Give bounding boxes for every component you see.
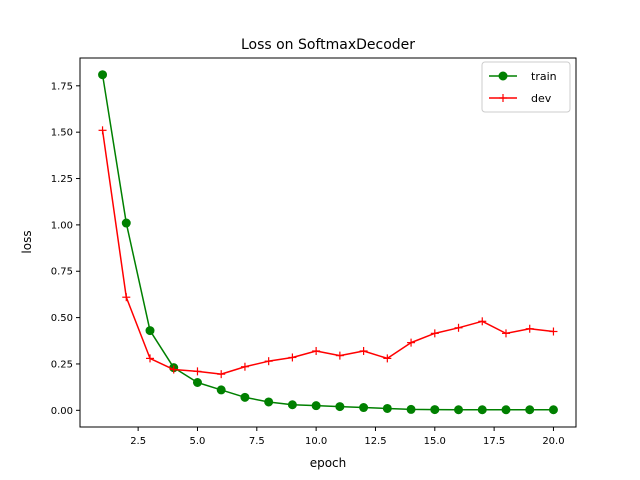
x-tick-label: 12.5 [364,436,386,447]
data-point-dev [430,329,439,338]
data-point-train [406,404,416,414]
data-point-dev [501,329,510,338]
y-tick-label: 0.75 [51,267,73,278]
data-point-dev [549,327,558,336]
legend-label-train: train [531,70,557,83]
data-point-train [287,400,297,410]
x-tick-label: 15.0 [424,436,446,447]
data-point-dev [312,346,321,355]
data-point-train [477,405,487,415]
legend-marker-dev [499,94,507,102]
legend-box [481,61,571,113]
legend-label-dev: dev [531,92,552,105]
data-point-dev [169,365,178,374]
data-point-dev [407,338,416,347]
data-point-dev [98,126,107,135]
data-point-train [98,70,108,80]
axes-frame [79,57,577,428]
data-point-dev [217,370,226,379]
plot-area [98,70,558,415]
x-tick-label: 5.0 [190,436,206,447]
legend-marker-train [498,71,508,81]
data-point-train [525,405,535,415]
data-point-dev [146,354,155,363]
data-point-dev [335,351,344,360]
data-point-dev [240,362,249,371]
y-axis: 0.00 0.25 0.50 0.75 1.00 1.25 1.50 1.75 [51,81,80,417]
data-point-train [216,385,226,395]
x-tick-label: 17.5 [483,436,505,447]
data-point-train [192,377,202,387]
legend-entry-train: train [489,70,557,83]
data-point-train [335,402,345,412]
x-tick-label: 10.0 [305,436,327,447]
data-point-dev [525,324,534,333]
data-point-train [430,405,440,415]
y-tick-label: 1.25 [51,174,73,185]
series-dev [98,126,558,379]
x-axis: 2.5 5.0 7.5 10.0 12.5 15.0 17.5 20.0 [130,427,565,447]
data-point-train [454,405,464,415]
y-axis-label: loss [20,230,34,253]
data-point-dev [122,293,131,302]
data-point-dev [478,317,487,326]
data-point-train [359,403,369,413]
data-point-train [501,405,511,415]
data-point-dev [288,353,297,362]
legend: train dev [481,61,571,113]
y-tick-label: 0.25 [51,359,73,370]
y-tick-label: 1.75 [51,81,73,92]
chart-title: Loss on SoftmaxDecoder [241,37,415,53]
x-tick-label: 2.5 [130,436,146,447]
x-axis-label: epoch [310,456,347,470]
x-tick-label: 7.5 [249,436,265,447]
data-point-dev [193,367,202,376]
data-point-train [264,397,274,407]
data-point-train [311,401,321,411]
y-tick-label: 0.50 [51,313,73,324]
data-point-dev [264,357,273,366]
data-point-dev [454,323,463,332]
y-tick-label: 1.50 [51,128,73,139]
data-point-train [382,403,392,413]
data-point-dev [383,354,392,363]
y-tick-label: 1.00 [51,220,73,231]
data-point-train [240,392,250,402]
legend-entry-dev: dev [489,92,552,105]
data-point-train [145,326,155,336]
data-point-dev [359,346,368,355]
data-point-train [548,405,558,415]
x-tick-label: 20.0 [542,436,564,447]
data-point-train [121,218,131,228]
y-tick-label: 0.00 [51,406,73,417]
